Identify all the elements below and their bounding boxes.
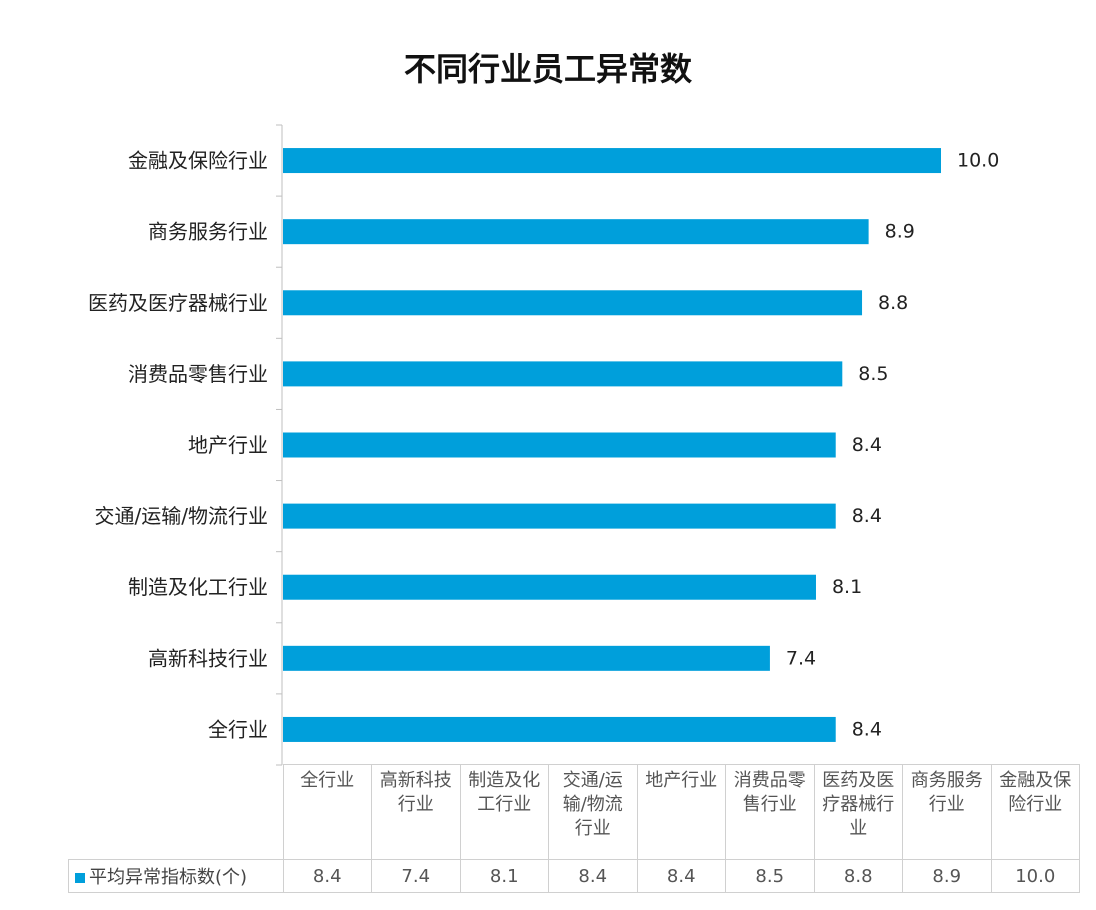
data-table-category-label: 高新科技行业 [379,770,452,815]
category-label: 全行业 [208,717,268,741]
bar [283,219,869,245]
data-label: 8.9 [885,221,915,243]
data-table-value: 8.1 [459,859,549,893]
bar [283,574,816,600]
category-label: 高新科技行业 [148,646,268,670]
category-label: 交通/运输/物流行业 [95,504,268,528]
category-label: 医药及医疗器械行业 [88,291,268,315]
data-table-value: 8.4 [548,859,638,893]
legend-entry: 平均异常指标数(个) [68,859,284,893]
category-label: 商务服务行业 [148,220,268,244]
data-table-value: 10.0 [990,859,1080,893]
data-label: 8.8 [878,292,908,314]
bar [283,503,836,529]
data-table-value: 8.9 [902,859,992,893]
data-table-category-label: 金融及保险行业 [999,770,1072,815]
data-table-value: 8.4 [282,859,372,893]
legend-swatch [75,873,85,883]
bar-chart: 全行业 高新科技行业 制造及化工行业 交通/运输/物流行业 地产行业 消费品零售行业 医药及… [88,124,999,766]
data-table-category-label: 商务服务行业 [910,770,983,815]
data-table: 全行业 高新科技行业 制造及化工行业 交通/运输/物流行业 地产行业 消费品零售行业 医药及… [68,764,1080,893]
bar [283,290,863,316]
data-label: 10.0 [957,150,999,172]
data-table-category-label: 消费品零售行业 [733,770,806,815]
data-table-category: 制造及化工行业 [459,764,549,860]
data-table-category-label: 制造及化工行业 [468,770,541,815]
data-table-value: 8.4 [636,859,726,893]
data-table-category-label: 交通/运输/物流行业 [562,770,623,839]
chart-title: 不同行业员工异常数 [403,50,692,88]
data-table-category-label: 医药及医疗器械行业 [822,770,895,839]
data-table-category: 商务服务行业 [902,764,992,860]
data-table-value: 8.5 [725,859,815,893]
data-table-category: 交通/运输/物流行业 [548,764,638,860]
category-label: 地产行业 [188,433,268,457]
data-table-value: 7.4 [371,859,461,893]
data-label: 8.4 [852,505,882,527]
data-table-corner [68,764,284,860]
data-table-category-label: 全行业 [300,770,355,791]
data-label: 8.1 [832,576,862,598]
bar [283,361,843,387]
data-label: 8.4 [852,718,882,740]
bar [283,148,941,174]
category-label: 金融及保险行业 [128,149,268,173]
data-table-category: 消费品零售行业 [725,764,815,860]
category-label: 制造及化工行业 [128,575,268,599]
data-table-category: 金融及保险行业 [990,764,1080,860]
data-label: 8.5 [858,363,888,385]
data-table-value-row: 平均异常指标数(个) 8.4 7.4 8.1 8.4 8.4 8.5 8.8 8.9 10.0 [68,859,1080,893]
data-table-category: 医药及医疗器械行业 [813,764,903,860]
data-table-category-row: 全行业 高新科技行业 制造及化工行业 交通/运输/物流行业 地产行业 消费品零售行业 医药及… [68,764,1080,860]
bar [283,716,836,742]
data-table-category: 地产行业 [636,764,726,860]
data-label: 8.4 [852,434,882,456]
data-table-category-label: 地产行业 [645,770,718,791]
bar [283,645,770,671]
bar [283,432,836,458]
category-label: 消费品零售行业 [128,362,268,386]
legend-label: 平均异常指标数(个) [89,867,248,888]
data-label: 7.4 [786,647,816,669]
data-table-category: 高新科技行业 [371,764,461,860]
data-table-category: 全行业 [282,764,372,860]
data-table-value: 8.8 [813,859,903,893]
